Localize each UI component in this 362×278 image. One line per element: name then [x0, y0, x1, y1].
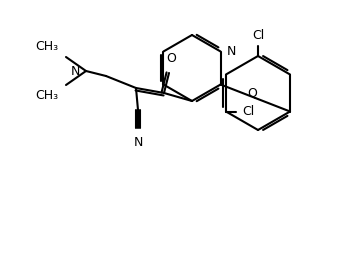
- Text: CH₃: CH₃: [35, 40, 58, 53]
- Text: N: N: [227, 45, 236, 58]
- Text: O: O: [247, 86, 257, 100]
- Text: Cl: Cl: [242, 105, 254, 118]
- Text: N: N: [71, 64, 80, 78]
- Text: N: N: [133, 136, 143, 149]
- Text: Cl: Cl: [252, 29, 264, 42]
- Text: CH₃: CH₃: [35, 89, 58, 102]
- Text: O: O: [166, 52, 176, 65]
